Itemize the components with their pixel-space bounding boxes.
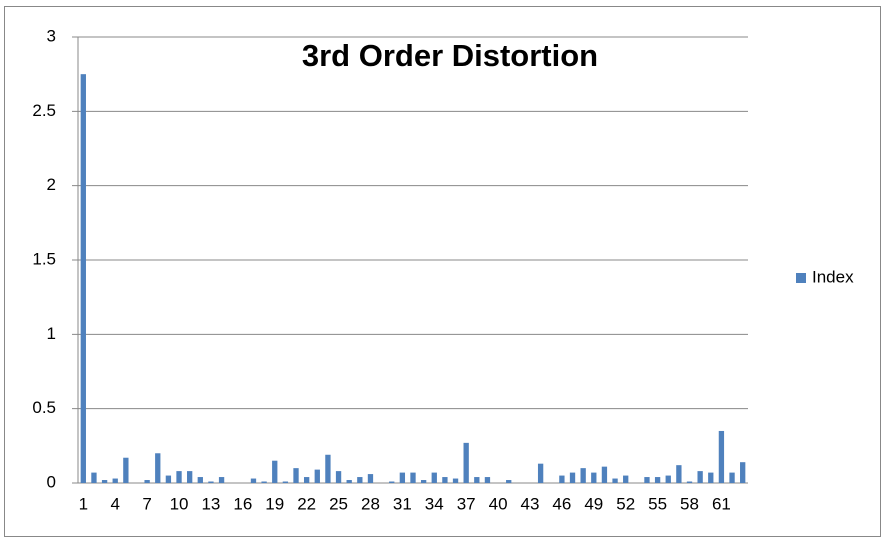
x-tick-label: 7 [142, 494, 151, 513]
bar [357, 477, 363, 483]
bar [442, 477, 448, 483]
bar [346, 480, 352, 483]
bar [293, 468, 299, 483]
bar [506, 480, 512, 483]
bar [612, 478, 618, 483]
bar [367, 474, 374, 483]
bar [303, 477, 310, 483]
x-tick-label: 46 [552, 494, 571, 513]
bar [474, 477, 480, 483]
x-tick-label: 22 [297, 494, 316, 513]
bar [463, 442, 469, 483]
bar [580, 468, 586, 483]
bar [389, 481, 395, 483]
bar [176, 471, 182, 483]
bar [335, 471, 342, 483]
y-tick-label: 1.5 [32, 249, 56, 268]
y-tick-label: 1 [47, 324, 56, 343]
bar [623, 475, 629, 483]
bar [112, 478, 118, 483]
bar [569, 472, 576, 483]
bar [452, 478, 459, 483]
chart-title: 3rd Order Distortion [302, 38, 598, 73]
bar [165, 475, 172, 483]
x-tick-label: 49 [584, 494, 603, 513]
y-tick-label: 3 [47, 26, 56, 45]
bar [740, 462, 746, 483]
x-tick-label: 16 [233, 494, 252, 513]
x-tick-label: 34 [425, 494, 444, 513]
x-tick-label: 10 [170, 494, 189, 513]
y-tick-label: 2.5 [32, 101, 56, 120]
bar [431, 472, 437, 483]
x-tick-label: 31 [393, 494, 412, 513]
chart-border [4, 6, 881, 537]
bar [644, 477, 650, 483]
y-tick-label: 0 [47, 472, 56, 491]
bar [410, 472, 416, 483]
x-tick-label: 37 [457, 494, 476, 513]
x-tick-label: 28 [361, 494, 380, 513]
bar [591, 472, 597, 483]
bar [601, 466, 608, 483]
bar [218, 477, 225, 483]
bar [537, 463, 544, 483]
x-tick-label: 58 [680, 494, 699, 513]
bar [197, 477, 203, 483]
bar [484, 477, 491, 483]
bar [665, 475, 671, 483]
bar [420, 480, 427, 483]
x-tick-label: 25 [329, 494, 348, 513]
bar [676, 465, 682, 483]
bar [708, 472, 714, 483]
legend-label: Index [812, 267, 854, 286]
legend-swatch [796, 273, 806, 283]
bar [729, 472, 735, 483]
bar [697, 471, 703, 483]
bar [399, 472, 406, 483]
x-tick-label: 40 [489, 494, 508, 513]
bar [718, 430, 725, 483]
x-tick-label: 52 [616, 494, 635, 513]
y-tick-label: 0.5 [32, 398, 56, 417]
x-tick-label: 1 [79, 494, 88, 513]
bar [155, 453, 161, 483]
bar [144, 480, 150, 483]
x-tick-label: 61 [712, 494, 731, 513]
bar [250, 478, 257, 483]
bar [282, 481, 289, 483]
bar [272, 460, 278, 483]
x-tick-label: 13 [201, 494, 220, 513]
bar [559, 475, 565, 483]
bar [187, 471, 193, 483]
bar [101, 480, 108, 483]
bar [91, 472, 97, 483]
y-tick-label: 2 [47, 175, 56, 194]
bar [654, 477, 661, 483]
bar [123, 457, 129, 483]
x-tick-label: 4 [110, 494, 119, 513]
bar [325, 454, 331, 483]
bar [261, 481, 267, 483]
bar [314, 469, 320, 483]
bar [686, 481, 693, 483]
x-tick-label: 55 [648, 494, 667, 513]
bar [80, 74, 86, 484]
x-tick-label: 19 [265, 494, 284, 513]
bar [208, 481, 214, 483]
x-tick-label: 43 [521, 494, 540, 513]
